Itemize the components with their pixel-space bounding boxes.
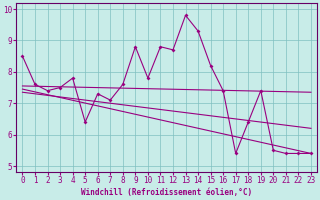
X-axis label: Windchill (Refroidissement éolien,°C): Windchill (Refroidissement éolien,°C)	[81, 188, 252, 197]
